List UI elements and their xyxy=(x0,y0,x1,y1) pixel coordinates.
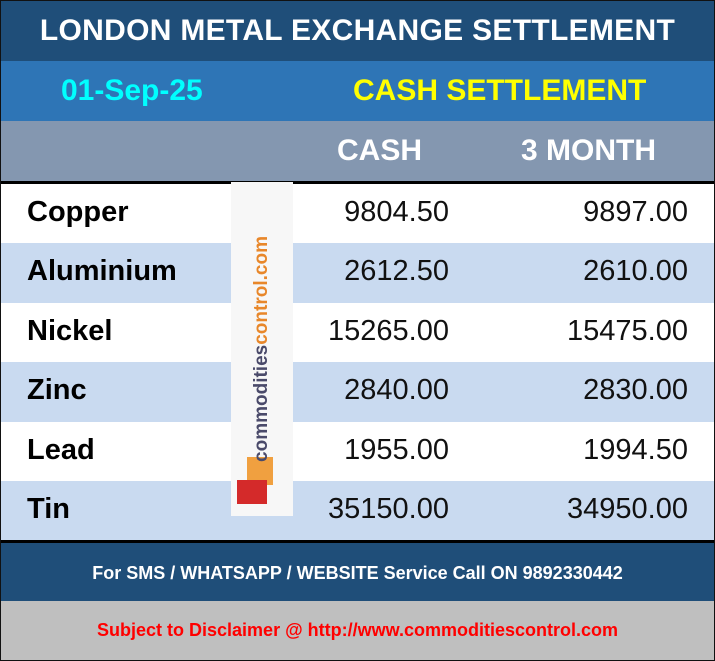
metal-name: Lead xyxy=(27,433,95,466)
three-month-price: 15475.00 xyxy=(567,314,688,347)
service-contact-banner: For SMS / WHATSAPP / WEBSITE Service Cal… xyxy=(1,540,714,603)
three-month-price: 2610.00 xyxy=(583,255,688,288)
table-row: Lead 1955.00 1994.50 xyxy=(1,422,714,482)
three-month-price: 9897.00 xyxy=(583,196,688,228)
column-header-3-month: 3 MONTH xyxy=(521,134,656,167)
table-row: Aluminium 2612.50 2610.00 xyxy=(1,243,714,304)
page-title: LONDON METAL EXCHANGE SETTLEMENT xyxy=(1,1,714,61)
column-header-row: CASH 3 MONTH xyxy=(1,121,714,184)
cash-price: 1955.00 xyxy=(344,433,449,466)
metal-name: Tin xyxy=(27,493,70,525)
three-month-price: 1994.50 xyxy=(583,433,688,466)
table-row: Tin 35150.00 34950.00 xyxy=(1,481,714,541)
settlement-date: 01-Sep-25 xyxy=(61,74,203,107)
subheader: 01-Sep-25 CASH SETTLEMENT xyxy=(1,61,714,121)
cash-price: 2612.50 xyxy=(344,255,449,288)
table-row: Copper 9804.50 9897.00 xyxy=(1,184,714,244)
table-row: Nickel 15265.00 15475.00 xyxy=(1,303,714,363)
disclaimer-banner: Subject to Disclaimer @ http://www.commo… xyxy=(1,601,714,660)
cash-price: 35150.00 xyxy=(328,493,449,525)
three-month-price: 34950.00 xyxy=(567,493,688,525)
metal-name: Zinc xyxy=(27,374,87,407)
column-header-cash: CASH xyxy=(337,134,423,167)
cash-price: 15265.00 xyxy=(328,314,449,347)
commoditiescontrol-logo: commoditiescontrol.com xyxy=(231,182,293,516)
cash-price: 9804.50 xyxy=(344,196,449,228)
settlement-type: CASH SETTLEMENT xyxy=(353,74,647,107)
metal-name: Aluminium xyxy=(27,255,177,288)
logo-red-block xyxy=(237,480,267,504)
metal-name: Nickel xyxy=(27,314,113,347)
table-row: Zinc 2840.00 2830.00 xyxy=(1,362,714,423)
metal-name: Copper xyxy=(27,196,129,228)
cash-price: 2840.00 xyxy=(344,374,449,407)
three-month-price: 2830.00 xyxy=(583,374,688,407)
